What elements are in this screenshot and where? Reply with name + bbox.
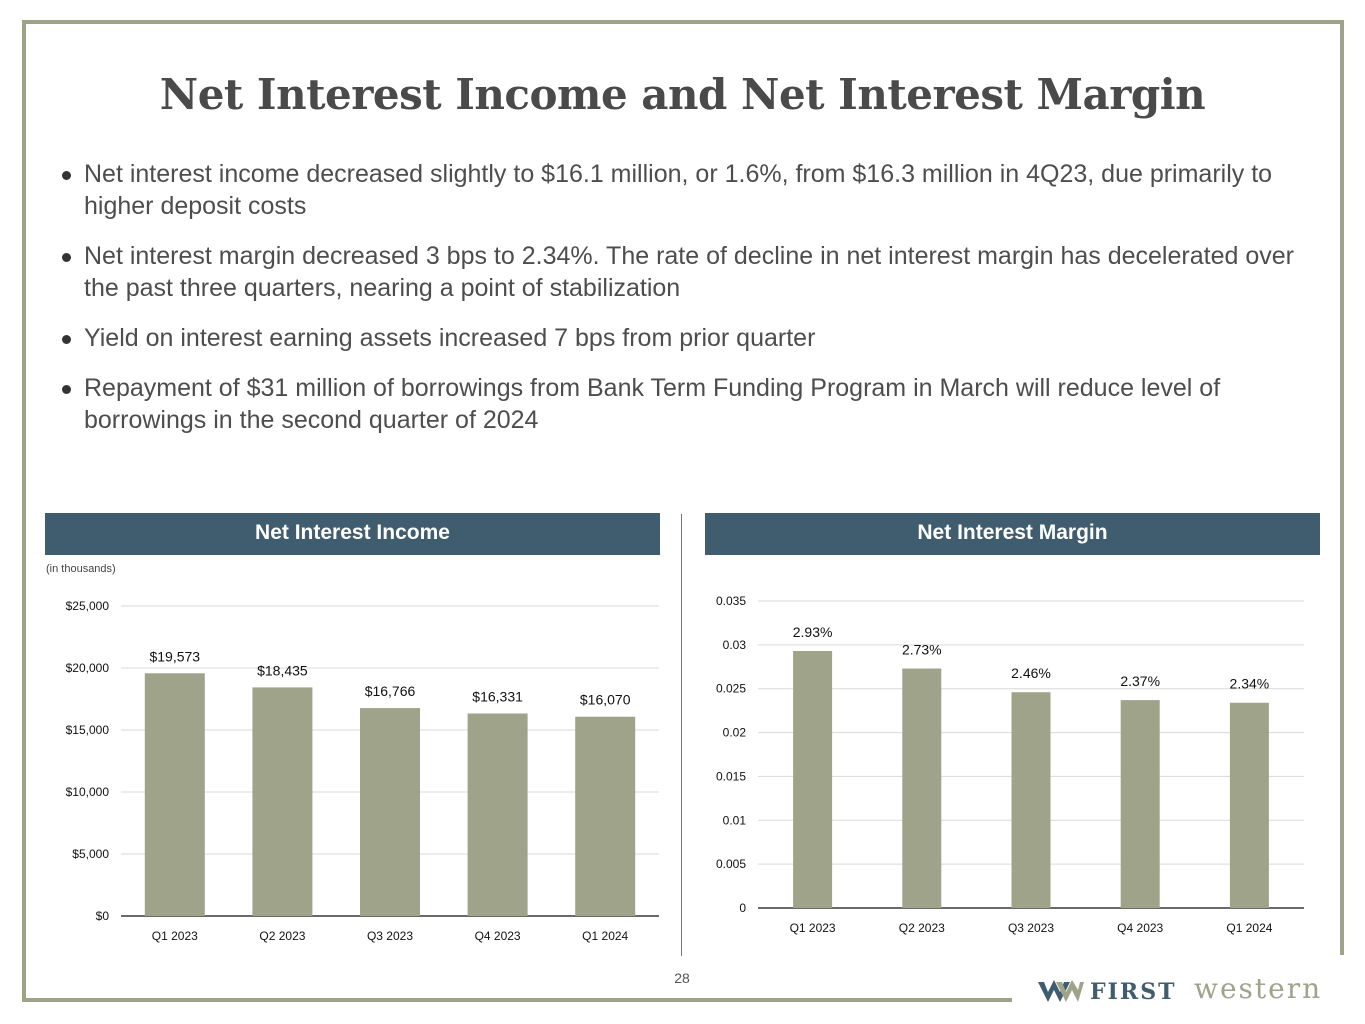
x-tick-label: Q4 2023 [1117, 921, 1163, 935]
x-tick-label: Q1 2023 [152, 929, 198, 943]
bar [467, 713, 528, 916]
bullet-item: Repayment of $31 million of borrowings f… [56, 372, 1326, 436]
frame-left-border [22, 20, 26, 1002]
bullet-item: Net interest margin decreased 3 bps to 2… [56, 240, 1326, 304]
data-label: 2.34% [1230, 676, 1270, 692]
bullet-dot-icon [62, 171, 71, 180]
data-label: $16,331 [472, 688, 523, 704]
bar [902, 668, 942, 908]
frame-bottom-border [22, 998, 1012, 1002]
bullet-item: Yield on interest earning assets increas… [56, 322, 1326, 354]
bullet-dot-icon [62, 385, 71, 394]
frame-top-border [22, 20, 1344, 24]
bullet-text: Yield on interest earning assets increas… [84, 324, 816, 352]
data-label: 2.46% [1011, 665, 1051, 681]
y-tick-label: 0.01 [723, 813, 747, 827]
logo-text-first: FIRST [1090, 979, 1177, 1005]
logo-w-icon [1038, 980, 1084, 1002]
y-tick-label: 0.03 [723, 638, 747, 652]
data-label: 2.93% [793, 624, 833, 640]
bullet-text: Repayment of $31 million of borrowings f… [84, 374, 1221, 434]
bar [1229, 702, 1269, 908]
page-number: 28 [674, 970, 690, 986]
y-tick-label: 0.005 [716, 857, 746, 871]
y-tick-label: $15,000 [66, 723, 110, 737]
units-note: (in thousands) [46, 563, 116, 575]
y-tick-label: 0.035 [716, 594, 746, 608]
bullet-text: Net interest margin decreased 3 bps to 2… [84, 242, 1294, 302]
bullet-list: Net interest income decreased slightly t… [56, 158, 1326, 454]
x-tick-label: Q2 2023 [899, 921, 945, 935]
data-label: 2.37% [1120, 673, 1160, 689]
data-label: 2.73% [902, 642, 942, 658]
logo-text-western: western [1194, 972, 1323, 1005]
y-tick-label: $0 [96, 909, 110, 923]
y-tick-label: 0.02 [723, 726, 747, 740]
x-tick-label: Q1 2024 [582, 929, 628, 943]
bar [252, 687, 313, 916]
bullet-item: Net interest income decreased slightly t… [56, 158, 1326, 222]
x-tick-label: Q4 2023 [475, 929, 521, 943]
bullet-text: Net interest income decreased slightly t… [84, 160, 1273, 220]
y-tick-label: 0.015 [716, 769, 746, 783]
x-tick-label: Q2 2023 [259, 929, 305, 943]
bar [575, 716, 636, 916]
data-label: $18,435 [257, 662, 308, 678]
nim-chart-header: Net Interest Margin [705, 513, 1320, 555]
y-tick-label: $20,000 [66, 661, 110, 675]
bar [793, 650, 833, 908]
y-tick-label: 0 [739, 901, 746, 915]
bar [144, 673, 205, 916]
frame-right-border [1340, 20, 1344, 955]
bar [1120, 700, 1160, 908]
bar [360, 708, 420, 916]
y-tick-label: 0.025 [716, 682, 746, 696]
y-tick-label: $10,000 [66, 785, 110, 799]
data-label: $16,070 [580, 692, 631, 708]
x-tick-label: Q1 2023 [790, 921, 836, 935]
company-logo: FIRST western [1038, 972, 1348, 1008]
x-tick-label: Q1 2024 [1226, 921, 1272, 935]
nii-chart-header: Net Interest Income [45, 513, 660, 555]
y-tick-label: $5,000 [72, 847, 109, 861]
bullet-dot-icon [62, 335, 71, 344]
x-tick-label: Q3 2023 [367, 929, 413, 943]
bar [1011, 692, 1051, 908]
panel-divider [681, 514, 682, 956]
y-tick-label: $25,000 [66, 599, 110, 613]
slide-title: Net Interest Income and Net Interest Mar… [159, 70, 1206, 119]
x-tick-label: Q3 2023 [1008, 921, 1054, 935]
bullet-dot-icon [62, 253, 71, 262]
data-label: $19,573 [149, 648, 200, 664]
data-label: $16,766 [365, 683, 416, 699]
